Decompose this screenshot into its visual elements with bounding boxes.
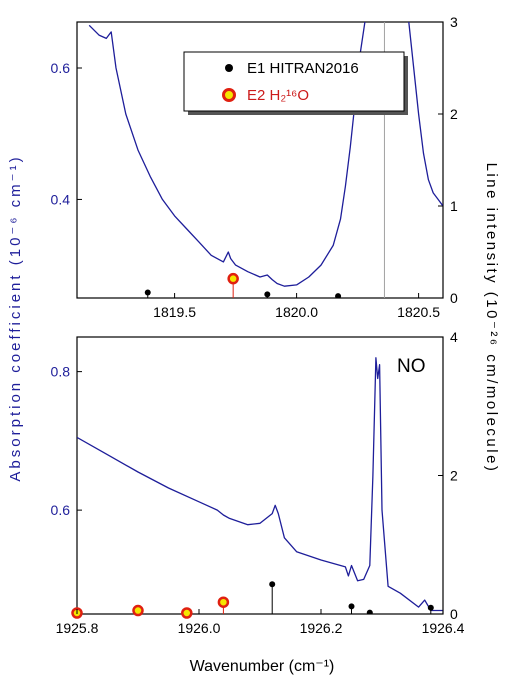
top-e1-point-1 <box>264 291 271 298</box>
x-axis-title: Wavenumber (cm⁻¹) <box>190 658 335 675</box>
bottom-y-left-tick-label-1: 0.8 <box>51 364 71 380</box>
bottom-x-tick-label-0: 1925.8 <box>56 620 99 636</box>
bottom-y-left-tick-label-0: 0.6 <box>51 502 71 518</box>
top-y-right-tick-label-0: 0 <box>450 290 458 306</box>
top-e1-point-0 <box>144 289 151 296</box>
top-e1-point-2 <box>335 293 342 298</box>
bottom-axes: 1925.8 1926.0 1926.2 1926.4 0.6 0.8 0 2 4 <box>51 329 465 636</box>
bottom-y-right-tick-label-1: 2 <box>450 468 458 484</box>
top-y-right-tick-label-2: 2 <box>450 106 458 122</box>
bottom-panel-frame <box>76 336 444 615</box>
legend-e1-marker <box>225 64 233 72</box>
bottom-y-right-tick-label-0: 0 <box>450 606 458 622</box>
bottom-y-right-tick-label-2: 4 <box>450 329 458 345</box>
top-x-tick-label-2: 1820.5 <box>397 304 440 320</box>
legend-e1-label: E1 HITRAN2016 <box>247 60 359 77</box>
no-annotation: NO <box>397 356 426 377</box>
bottom-e1-point-0 <box>269 581 276 588</box>
bottom-e1-point-1 <box>348 603 355 610</box>
top-y-right-tick-label-3: 3 <box>450 14 458 30</box>
top-panel-frame <box>76 21 444 299</box>
top-e2-point-0 <box>227 272 239 285</box>
legend-e2-label: E2 H₂¹⁶O <box>247 87 309 104</box>
top-series-line-0 <box>88 22 366 287</box>
bottom-series-line-0 <box>77 357 443 612</box>
bottom-x-tick-label-2: 1926.2 <box>300 620 343 636</box>
bottom-plot-area <box>77 357 443 614</box>
top-x-tick-label-0: 1819.5 <box>153 304 196 320</box>
top-x-tick-label-1: 1820.0 <box>275 304 318 320</box>
top-plot-area <box>88 22 443 298</box>
y-right-axis-title: Line intensity (10⁻²⁶ cm/molecule) <box>483 163 500 474</box>
legend-e2-marker <box>222 88 236 102</box>
legend: E1 HITRAN2016 E2 H₂¹⁶O <box>183 51 408 115</box>
top-y-left-tick-label-1: 0.6 <box>51 60 71 76</box>
top-y-left-tick-label-0: 0.4 <box>51 191 71 207</box>
bottom-e2-point-3 <box>217 596 230 608</box>
top-panel: 1819.5 1820.0 1820.5 0.4 0.6 0 1 2 3 <box>51 14 458 320</box>
y-left-axis-title: Absorption coefficient (10⁻⁶ cm⁻¹) <box>7 154 24 481</box>
bottom-panel: 1925.8 1926.0 1926.2 1926.4 0.6 0.8 0 2 4 NO <box>51 329 465 636</box>
top-y-right-tick-label-1: 1 <box>450 198 458 214</box>
legend-box <box>183 51 405 112</box>
top-series-line-1 <box>408 22 443 207</box>
bottom-e1-point-2 <box>366 609 373 614</box>
bottom-e2-point-1 <box>132 604 144 617</box>
bottom-x-tick-label-1: 1926.0 <box>178 620 221 636</box>
bottom-e1-point-3 <box>427 604 434 611</box>
bottom-x-tick-label-3: 1926.4 <box>422 620 465 636</box>
top-axes: 1819.5 1820.0 1820.5 0.4 0.6 0 1 2 3 <box>51 14 458 320</box>
bottom-e2-point-2 <box>181 607 193 619</box>
